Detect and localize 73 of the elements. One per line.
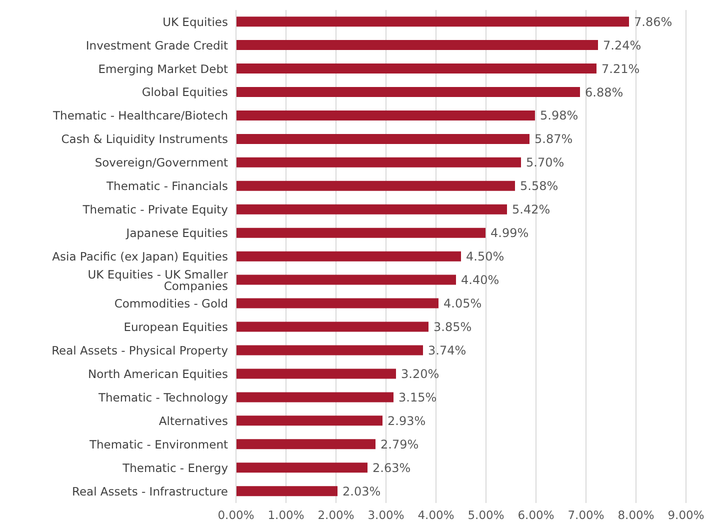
x-tick-label: 6.00% <box>518 508 554 522</box>
y-tick-label: Thematic - Private Equity <box>82 202 228 217</box>
bar <box>236 439 376 450</box>
bar <box>236 392 394 402</box>
y-tick-label: Commodities - Gold <box>114 296 228 311</box>
y-tick-label: European Equities <box>124 320 228 334</box>
bar <box>236 64 596 74</box>
y-tick-label: Asia Pacific (ex Japan) Equities <box>52 250 228 264</box>
bar <box>236 486 338 496</box>
x-tick-label: 5.00% <box>468 508 504 522</box>
y-tick-label: Real Assets - Physical Property <box>52 343 228 358</box>
y-tick-label: Sovereign/Government <box>94 156 228 170</box>
data-label: 4.05% <box>444 296 482 311</box>
data-label: 3.85% <box>434 320 472 334</box>
x-tick-label: 8.00% <box>618 508 654 522</box>
x-tick-label: 2.00% <box>318 508 354 522</box>
bar <box>236 16 629 27</box>
bar <box>236 368 396 379</box>
y-tick-label: Thematic - Healthcare/Biotech <box>52 108 228 123</box>
bar <box>236 345 423 356</box>
y-tick-label: Thematic - Financials <box>106 179 228 194</box>
bar <box>236 274 456 285</box>
y-tick-label: Japanese Equities <box>125 226 228 240</box>
y-tick-label: Thematic - Environment <box>88 437 228 452</box>
y-tick-label: Global Equities <box>142 85 228 100</box>
bar <box>236 87 580 97</box>
data-label: 3.20% <box>401 366 440 381</box>
x-tick-label: 3.00% <box>368 508 404 522</box>
x-tick-label: 9.00% <box>668 508 704 522</box>
data-label: 4.50% <box>466 250 504 264</box>
y-tick-label: Emerging Market Debt <box>98 62 228 76</box>
data-label: 5.98% <box>540 108 578 123</box>
data-label: 2.93% <box>388 414 426 428</box>
bar <box>236 40 598 50</box>
data-label: 2.03% <box>342 484 381 498</box>
y-tick-label: Alternatives <box>158 414 228 428</box>
data-label: 7.86% <box>634 14 672 29</box>
data-label: 5.58% <box>520 179 558 194</box>
bar <box>236 462 368 473</box>
y-tick-label: UK Equities <box>162 14 228 29</box>
data-label: 5.70% <box>526 156 564 170</box>
data-label: 5.87% <box>534 132 573 146</box>
x-tick-label: 4.00% <box>418 508 454 522</box>
data-label: 6.88% <box>585 85 624 100</box>
y-tick-label: Thematic - Energy <box>122 460 228 475</box>
y-tick-label: Real Assets - Infrastructure <box>72 484 228 498</box>
y-tick-label: Investment Grade Credit <box>86 38 228 52</box>
data-label: 5.42% <box>512 202 550 217</box>
bar <box>236 204 507 214</box>
bar <box>236 228 486 238</box>
bar <box>236 157 521 168</box>
y-tick-label: North American Equities <box>88 366 228 381</box>
bar <box>236 180 515 191</box>
x-tick-label: 0.00% <box>218 508 254 522</box>
bar <box>236 134 530 144</box>
data-label: 3.15% <box>398 390 437 404</box>
bar <box>236 110 535 120</box>
y-tick-label: Thematic - Technology <box>97 390 228 404</box>
data-label: 7.24% <box>603 38 642 52</box>
data-label: 7.21% <box>602 62 640 76</box>
x-tick-label: 7.00% <box>568 508 604 522</box>
y-tick-label: Cash & Liquidity Instruments <box>61 132 228 146</box>
bar <box>236 416 382 426</box>
data-label: 4.99% <box>490 226 529 240</box>
bar <box>236 251 461 262</box>
data-label: 3.74% <box>428 344 466 358</box>
y-tick-label: UK Equities - UK Smaller Companies <box>88 267 228 293</box>
bar <box>236 298 438 308</box>
bar <box>236 322 428 332</box>
data-label: 4.40% <box>461 273 500 288</box>
data-label: 2.63% <box>372 460 411 475</box>
x-tick-label: 1.00% <box>268 508 304 522</box>
data-label: 2.79% <box>380 437 419 452</box>
